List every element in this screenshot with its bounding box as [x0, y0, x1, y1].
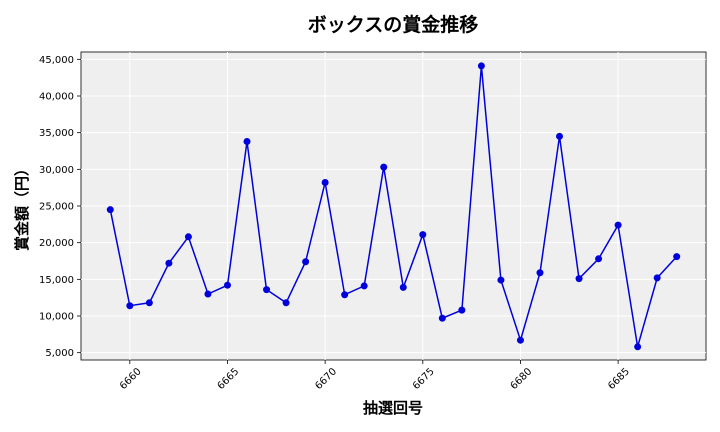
data-point: [321, 179, 329, 187]
data-point: [106, 206, 114, 214]
data-point: [341, 291, 349, 299]
series-layer: [106, 62, 681, 351]
data-point: [536, 269, 544, 277]
data-point: [595, 255, 603, 263]
y-tick-label: 10,000: [39, 312, 74, 323]
data-point: [184, 233, 192, 241]
data-point: [282, 299, 290, 307]
x-tick-label: 6670: [313, 366, 339, 392]
data-point: [126, 302, 134, 310]
x-axis-ticks: 6660 6665 6670 6675 6680 6685: [118, 360, 632, 392]
x-tick-label: 6685: [606, 366, 632, 392]
x-tick-label: 6660: [118, 366, 144, 392]
series-line: [109, 65, 678, 348]
y-axis-ticks: 5,000 10,000 15,000 20,000 25,000 30,000 35,00…: [39, 55, 81, 359]
data-point: [165, 259, 173, 267]
data-point: [302, 258, 310, 266]
data-point: [673, 253, 681, 261]
data-point: [145, 299, 153, 307]
chart-title: ボックスの賞金推移: [308, 13, 478, 36]
data-point: [243, 137, 251, 145]
data-point: [223, 281, 231, 289]
data-point: [497, 276, 505, 284]
y-tick-label: 5,000: [45, 348, 74, 359]
data-point: [653, 274, 661, 282]
x-axis-label: 抽選回号: [363, 399, 423, 417]
y-tick-label: 40,000: [39, 92, 74, 103]
data-point: [458, 306, 466, 314]
x-tick-label: 6680: [509, 366, 535, 392]
data-point: [263, 286, 271, 294]
data-point: [204, 290, 212, 298]
data-point: [438, 314, 446, 322]
data-point: [360, 282, 368, 290]
y-tick-label: 25,000: [39, 202, 74, 213]
y-tick-label: 45,000: [39, 55, 74, 66]
data-point: [516, 336, 524, 344]
data-point: [399, 283, 407, 291]
data-point: [575, 275, 583, 283]
y-tick-label: 20,000: [39, 238, 74, 249]
y-tick-label: 35,000: [39, 128, 74, 139]
data-point: [380, 163, 388, 171]
x-tick-label: 6675: [411, 366, 437, 392]
y-tick-label: 15,000: [39, 275, 74, 286]
data-point: [556, 132, 564, 140]
data-point: [634, 343, 642, 351]
x-tick-label: 6665: [216, 366, 242, 392]
data-point: [477, 62, 485, 70]
data-point: [419, 231, 427, 239]
y-axis-label: 賞金額（円）: [13, 161, 31, 251]
y-tick-label: 30,000: [39, 165, 74, 176]
data-point: [614, 221, 622, 229]
